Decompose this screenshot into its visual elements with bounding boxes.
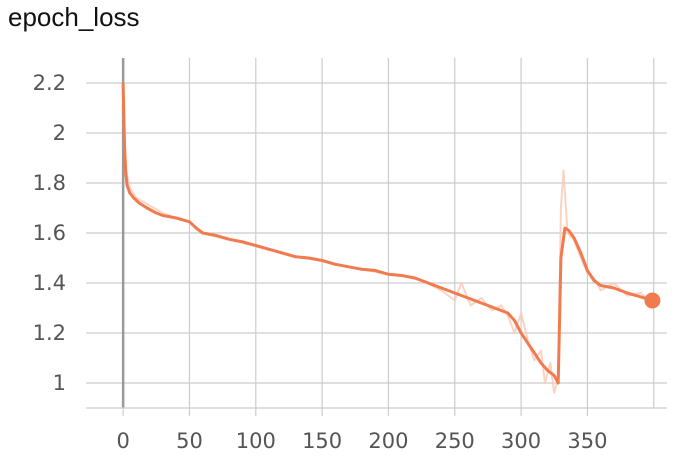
x-tick-label: 50 [176, 429, 203, 453]
last-point-marker [644, 292, 661, 309]
chart-title: epoch_loss [8, 2, 140, 32]
grid [86, 58, 667, 408]
y-tick-label: 2.2 [33, 71, 66, 95]
y-tick-label: 2 [53, 121, 66, 145]
smoothed-series [121, 82, 661, 385]
x-tick-label: 300 [501, 429, 541, 453]
x-tick-label: 200 [368, 429, 408, 453]
y-tick-label: 1 [53, 371, 66, 395]
y-tick-label: 1.2 [33, 321, 66, 345]
smoothed-loss-line [121, 82, 653, 385]
y-tick-label: 1.8 [33, 171, 66, 195]
x-tick-label: 0 [116, 429, 129, 453]
axes: 1 1.2 1.4 1.6 1.8 2 2.2 0 50 100 150 200 250 300 350 [33, 71, 667, 453]
y-tick-label: 1.4 [33, 271, 66, 295]
x-tick-label: 100 [236, 429, 276, 453]
x-tick-label: 150 [302, 429, 342, 453]
y-tick-label: 1.6 [33, 221, 66, 245]
x-tick-label: 350 [567, 429, 607, 453]
x-tick-label: 250 [435, 429, 475, 453]
